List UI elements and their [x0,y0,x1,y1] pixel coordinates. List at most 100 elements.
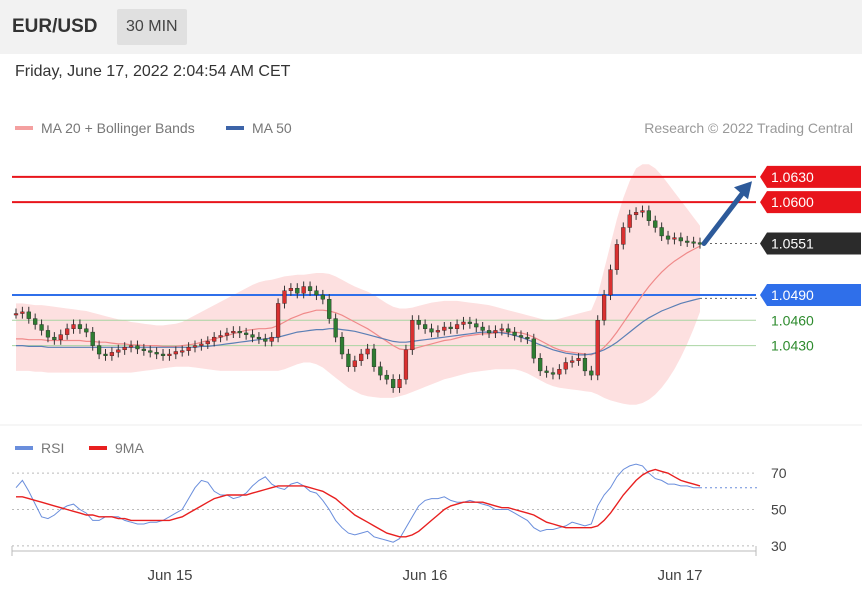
level-label-1.0490: 1.0490 [771,287,814,303]
candle-body [186,347,191,351]
candle-body [467,321,472,324]
candle-body [397,379,402,388]
candle-body [256,336,262,340]
candle-body [512,331,517,336]
candle-body [601,294,607,321]
research-credit: Research © 2022 Trading Central [644,120,853,136]
ma50-swatch [226,126,244,130]
candle-body [122,347,127,351]
candle-body [365,348,370,355]
rsi-tick-30: 30 [771,538,787,554]
top-bar: EUR/USD 30 MIN [0,0,862,54]
candle-body [199,343,204,346]
forecast-arrow-shaft [701,188,747,247]
candle-body [416,320,421,325]
candle-body [173,351,178,355]
candle-body [633,212,639,216]
candle-body [320,294,325,300]
candle-body [544,370,549,373]
level-label-1.0460: 1.0460 [771,312,814,328]
candle-body [403,349,409,380]
legend-ma20: MA 20 + Bollinger Bands [15,120,195,136]
candle-body [71,324,76,329]
candle-body [39,324,44,331]
candle-body [627,214,632,228]
candle-body [697,242,703,245]
candle-body [576,358,581,361]
level-label-1.0551: 1.0551 [771,236,814,252]
legend-rsi-label: RSI [41,440,65,456]
candle-body [77,324,83,329]
legend-ma20-label: MA 20 + Bollinger Bands [41,120,195,136]
ma20-swatch [15,126,33,130]
instrument-pair: EUR/USD [12,16,98,37]
candle-body [557,369,562,375]
candle-body [212,336,217,342]
candle-body [429,328,434,333]
candle-body [58,334,63,340]
candle-body [410,320,415,351]
candle-body [646,210,651,221]
candles-group [13,205,703,393]
candle-body [531,338,536,359]
candle-body [506,328,511,333]
candle-body [52,336,57,340]
candle-body [33,318,38,325]
candle-body [454,324,460,329]
candle-body [570,360,575,363]
candle-body [685,240,690,243]
candle-body [205,341,210,345]
level-tag-1.0551 [760,232,861,255]
candle-body [391,379,396,388]
candle-body [486,330,492,334]
candle-body [672,237,677,240]
candle-body [384,374,389,380]
candle-body [474,323,479,328]
candle-body [263,338,268,342]
candle-body [665,235,671,240]
candle-body [180,350,185,353]
timeframe-button[interactable]: 30 MIN [117,9,187,45]
candle-body [288,288,293,291]
level-label-1.0430: 1.0430 [771,338,814,354]
candle-body [84,328,89,333]
level-tag-1.0600 [760,191,861,214]
candle-body [493,330,498,334]
candle-body [435,330,441,333]
candle-body [448,326,453,329]
candle-body [480,326,485,331]
candle-body [128,345,134,348]
candle-body [538,358,543,372]
candle-body [45,330,51,338]
candle-body [307,286,313,291]
candle-body [65,328,70,335]
candle-body [135,345,140,350]
candle-body [423,324,428,329]
candle-body [518,335,524,338]
candle-body [90,331,95,346]
candle-body [659,227,664,237]
legend-ma50-label: MA 50 [252,120,292,136]
candle-body [314,290,319,296]
rsi-9ma-line [16,468,701,538]
candle-body [640,210,645,213]
candle-body [20,311,25,314]
legend-ma50: MA 50 [226,120,292,136]
candle-body [371,348,377,367]
legend-9ma-label: 9MA [115,440,144,456]
candle-body [595,320,600,376]
candle-body [269,336,274,342]
candle-body [614,244,620,270]
candle-body [499,328,504,331]
timestamp: Friday, June 17, 2022 2:04:54 AM CET [15,63,291,80]
candle-body [378,366,383,376]
level-label-1.0600: 1.0600 [771,194,814,210]
candle-body [160,353,166,356]
candle-body [192,345,198,348]
candle-body [563,362,568,370]
rsi-tick-70: 70 [771,465,787,481]
candle-body [525,336,530,340]
level-tag-1.0630 [760,165,861,188]
ma9-swatch [89,446,107,450]
